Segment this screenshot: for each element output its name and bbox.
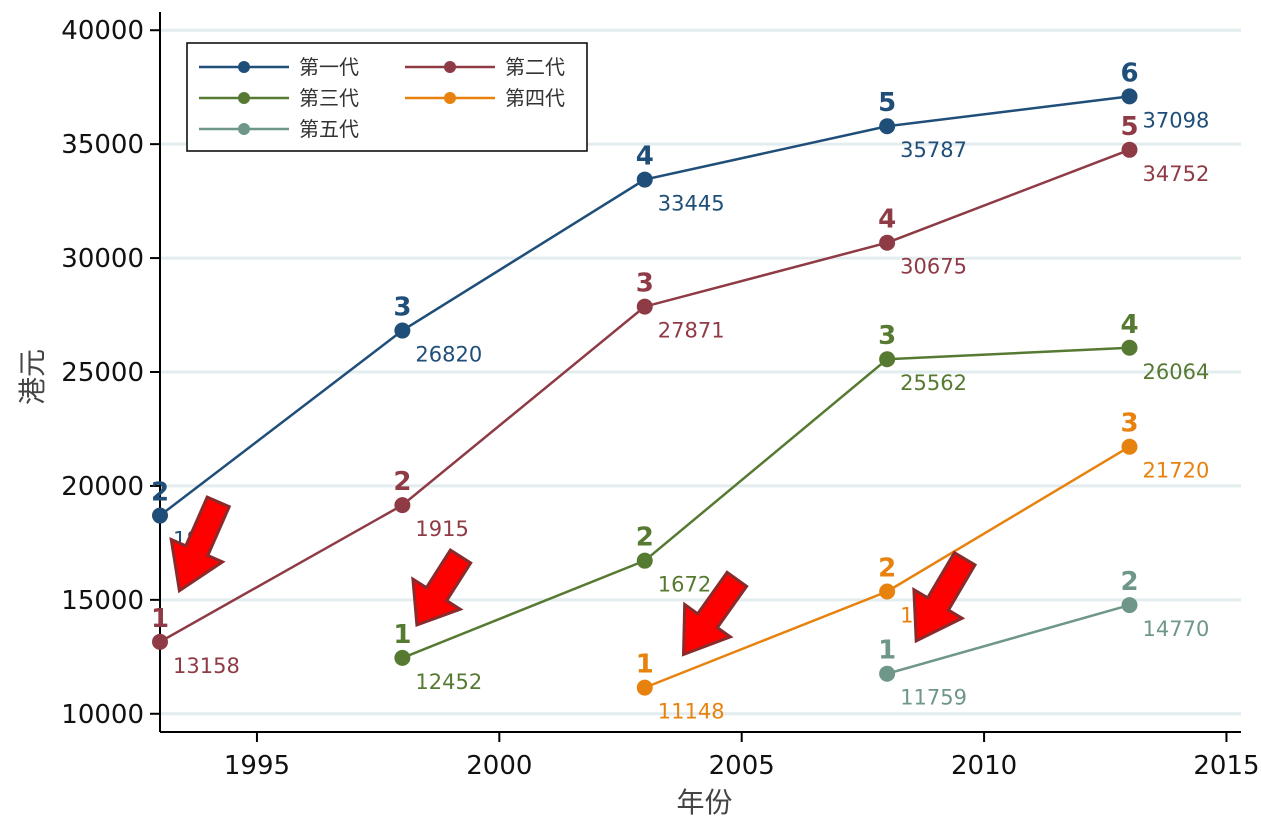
value-label: 26064: [1143, 360, 1210, 384]
rank-label: 1: [636, 650, 654, 680]
y-tick-label: 15000: [61, 586, 144, 616]
series-line: [886, 603, 1130, 675]
rank-label: 4: [1120, 310, 1138, 340]
rank-label: 4: [636, 142, 654, 172]
data-point: [1121, 597, 1138, 614]
value-label: 21720: [1143, 459, 1210, 483]
data-point: [636, 552, 653, 569]
value-label: 33445: [658, 192, 725, 216]
rank-label: 4: [878, 205, 896, 235]
legend-swatch-dot: [238, 123, 250, 135]
data-point: [1121, 438, 1138, 455]
data-point: [636, 171, 653, 188]
rank-label: 2: [151, 478, 169, 508]
data-point: [1121, 339, 1138, 356]
data-point: [879, 583, 896, 600]
data-point: [152, 633, 168, 650]
value-label: 14770: [1143, 617, 1210, 641]
data-point: [394, 649, 411, 666]
legend-label: 第二代: [505, 55, 565, 79]
legend-swatch-dot: [238, 92, 250, 104]
rank-label: 1: [878, 636, 896, 666]
value-label: 37098: [1143, 108, 1210, 132]
data-point: [394, 497, 411, 514]
value-label: 1915: [415, 517, 468, 541]
rank-label: 2: [636, 523, 654, 553]
data-point: [879, 234, 896, 251]
legend-label: 第四代: [505, 86, 565, 110]
value-label: 1: [900, 603, 913, 627]
data-point: [636, 679, 653, 696]
red-arrow: [912, 550, 978, 644]
data-point: [1121, 88, 1138, 105]
legend-swatch-dot: [444, 61, 456, 73]
x-tick-label: 2005: [709, 751, 775, 781]
value-label: 35787: [900, 138, 967, 162]
data-point: [394, 322, 411, 339]
rank-label: 3: [1120, 409, 1138, 439]
rank-label: 3: [636, 269, 654, 299]
y-tick-label: 25000: [61, 358, 144, 388]
red-arrow: [681, 570, 749, 657]
y-tick-label: 35000: [61, 130, 144, 160]
annotation-arrows: [169, 495, 978, 657]
y-tick-label: 20000: [61, 472, 144, 502]
rank-label: 1: [393, 620, 411, 650]
legend-swatch-dot: [444, 92, 456, 104]
red-arrow: [411, 548, 473, 627]
data-point: [879, 351, 896, 368]
data-point: [636, 298, 653, 315]
x-axis-title: 年份: [676, 786, 732, 819]
data-point: [879, 118, 896, 135]
value-label: 26820: [415, 343, 482, 367]
x-tick-label: 2010: [951, 751, 1017, 781]
y-tick-label: 40000: [61, 16, 144, 46]
value-label: 34752: [1143, 162, 1210, 186]
data-point: [879, 665, 896, 682]
value-label: 11759: [900, 686, 967, 710]
legend-label: 第五代: [299, 117, 359, 141]
red-arrow: [169, 495, 232, 594]
rank-label: 1: [151, 604, 169, 634]
rank-label: 2: [393, 467, 411, 497]
value-label: 12452: [415, 670, 482, 694]
data-point: [1121, 141, 1138, 158]
data-point: [152, 507, 168, 524]
x-tick-label: 2000: [466, 751, 532, 781]
rank-label: 5: [1120, 112, 1138, 142]
rank-label: 3: [393, 293, 411, 323]
rank-label: 2: [878, 553, 896, 583]
x-tick-label: 1995: [224, 751, 290, 781]
legend-swatch-dot: [238, 61, 250, 73]
value-label: 27871: [658, 319, 725, 343]
y-axis-title: 港元: [16, 349, 49, 405]
value-label: 30675: [900, 255, 967, 279]
y-tick-label: 30000: [61, 244, 144, 274]
value-label: 25562: [900, 371, 967, 395]
axes: 10000 15000 20000 25000 30000 35000 40000 1995 2…: [16, 12, 1260, 819]
rank-label: 3: [878, 321, 896, 351]
value-label: 1672: [658, 573, 711, 597]
rank-label: 6: [1120, 58, 1138, 88]
legend-label: 第一代: [299, 55, 359, 79]
series-line: [401, 346, 1130, 660]
series-lines: [152, 88, 1138, 696]
legend-label: 第三代: [299, 86, 359, 110]
value-label: 13158: [173, 654, 240, 678]
rank-label: 5: [878, 88, 896, 118]
y-tick-label: 10000: [61, 700, 144, 730]
value-label: 11148: [658, 700, 725, 724]
rank-label: 2: [1120, 567, 1138, 597]
x-tick-label: 2015: [1193, 751, 1259, 781]
